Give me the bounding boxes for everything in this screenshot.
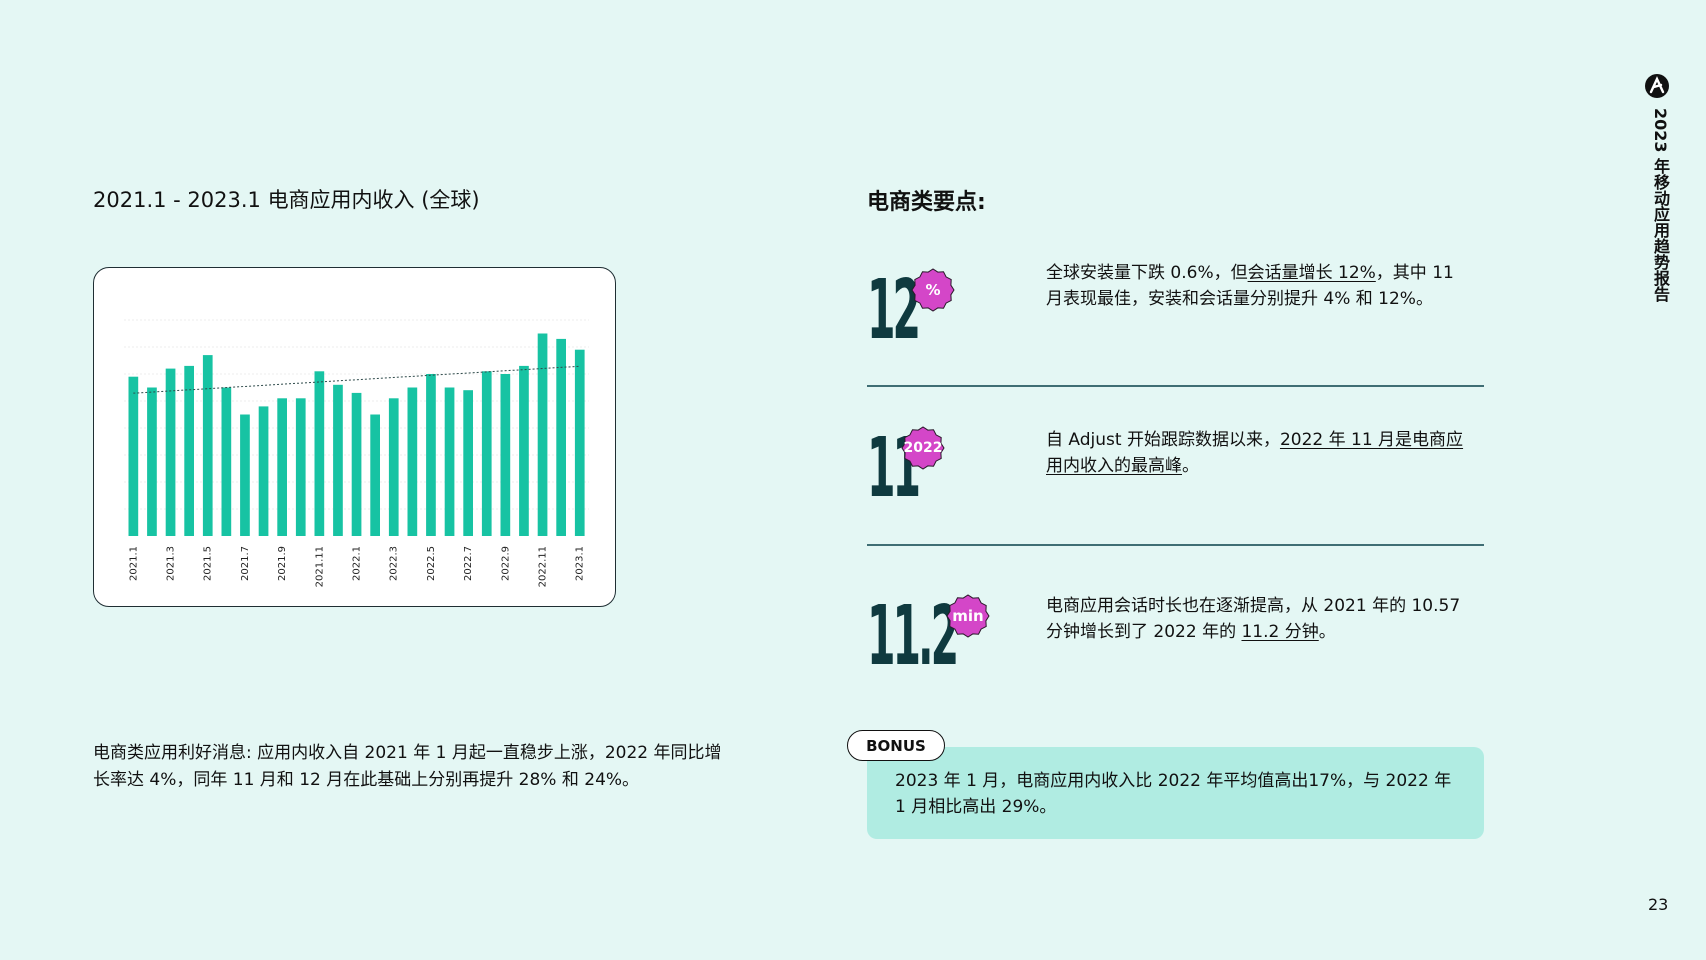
revenue-bar-chart: 2021.1 2021.3 2021.5 2021.7 2021.9 2021.11 202… [124, 319, 589, 587]
chart-bar-2021.12 [333, 384, 343, 536]
stat-text: 。 [1318, 622, 1336, 642]
x-tick-label: 2022.9 [500, 546, 511, 581]
chart-bar-2022.6 [444, 387, 455, 536]
x-tick-label: 2021.11 [314, 546, 325, 587]
chart-bar-2021.8 [258, 406, 269, 536]
badge-icon: 2022 [901, 426, 945, 470]
x-tick-label: 2022.1 [352, 546, 363, 581]
chart-bar-2021.11 [314, 371, 325, 536]
chart-title: 2021.1 - 2023.1 电商应用内收入 (全球) [93, 188, 480, 212]
adjust-logo-icon [1645, 74, 1669, 98]
badge-label: 2022 [903, 440, 943, 456]
stat-description: 电商应用会话时长也在逐渐提高，从 2021 年的 10.57 分钟增长到了 20… [1046, 593, 1476, 645]
stat-big-number: 11.2 [867, 589, 959, 684]
stat-text: 全球安装量下跌 0.6%，但 [1046, 263, 1248, 283]
chart-bar-2021.10 [295, 398, 306, 536]
report-title: 2023 年移动应用趋势报告 [1651, 108, 1670, 303]
badge-icon: min [946, 594, 990, 638]
chart-bar-2022.8 [481, 371, 492, 536]
x-tick-label: 2022.3 [389, 546, 400, 581]
chart-bar-2021.4 [184, 365, 194, 536]
bonus-tag: BONUS [847, 730, 945, 761]
stat-text: 自 Adjust 开始跟踪数据以来， [1046, 430, 1280, 450]
x-tick-label: 2022.11 [538, 546, 549, 587]
stat-text: ，其中 11 月表现最佳，安装和会话量分别提升 4% 和 12%。 [1046, 263, 1454, 309]
chart-bar-2023.1 [574, 349, 585, 536]
key-points-title: 电商类要点: [867, 190, 986, 215]
page-number: 23 [1648, 895, 1669, 914]
chart-card: 2021.1 2021.3 2021.5 2021.7 2021.9 2021.11 202… [93, 267, 616, 607]
chart-bar-2022.10 [519, 365, 529, 536]
x-tick-label: 2022.5 [426, 546, 437, 581]
chart-bar-2021.2 [147, 387, 157, 536]
chart-bar-2022.2 [370, 414, 380, 536]
stat-description: 全球安装量下跌 0.6%，但会话量增长 12%，其中 11 月表现最佳，安装和会… [1046, 260, 1476, 312]
chart-bar-2021.9 [277, 398, 287, 536]
badge-label: % [925, 281, 941, 299]
stat-description: 自 Adjust 开始跟踪数据以来，2022 年 11 月是电商应用内收入的最高… [1046, 427, 1476, 479]
stat-text: 电商应用会话时长也在逐渐提高，从 2021 年的 10.57 分钟增长到了 20… [1046, 596, 1461, 642]
x-tick-label: 2021.1 [128, 546, 139, 581]
badge-label: min [952, 607, 984, 625]
stat-installs-sessions: 12 % [867, 262, 1037, 352]
divider [867, 544, 1484, 546]
stat-highlight: 2022 年 11 月是电商应用内收入的最高峰 [1046, 430, 1464, 476]
chart-bar-2022.4 [407, 387, 418, 536]
divider [867, 385, 1484, 387]
chart-bar-2022.1 [351, 392, 362, 536]
chart-bar-2021.1 [128, 376, 139, 536]
badge-icon: % [911, 268, 955, 312]
stat-highlight: 会话量增长 12% [1247, 263, 1376, 283]
x-tick-label: 2021.5 [203, 546, 214, 581]
stat-session-length: 11.2 min [867, 588, 1037, 678]
chart-bar-2021.6 [221, 387, 232, 536]
x-tick-label: 2023.1 [575, 546, 586, 581]
chart-bar-2021.7 [240, 414, 250, 536]
x-tick-label: 2022.7 [463, 546, 474, 581]
stat-highlight: 11.2 分钟 [1241, 622, 1319, 642]
bonus-box: 2023 年 1 月，电商应用内收入比 2022 年平均值高出17%，与 202… [867, 747, 1484, 839]
stat-peak-month: 11 2022 [867, 420, 1037, 510]
x-tick-label: 2021.7 [240, 546, 251, 581]
chart-bar-2021.3 [165, 368, 176, 536]
trendline [133, 365, 580, 394]
chart-bar-2022.9 [500, 374, 511, 536]
left-description: 电商类应用利好消息: 应用内收入自 2021 年 1 月起一直稳步上涨，2022… [93, 743, 722, 790]
chart-bar-2021.5 [202, 355, 213, 536]
chart-bar-2022.11 [537, 333, 548, 536]
chart-bar-2022.3 [388, 398, 399, 536]
chart-bar-2022.7 [463, 390, 473, 536]
chart-bar-2022.12 [556, 338, 566, 536]
stat-big-number: 12 [867, 263, 921, 358]
stat-text: 。 [1182, 456, 1199, 476]
x-tick-label: 2021.9 [277, 546, 288, 581]
bonus-text: 2023 年 1 月，电商应用内收入比 2022 年平均值高出17%，与 202… [895, 771, 1452, 817]
chart-bar-2022.5 [426, 374, 436, 536]
x-tick-label: 2021.3 [166, 546, 177, 581]
